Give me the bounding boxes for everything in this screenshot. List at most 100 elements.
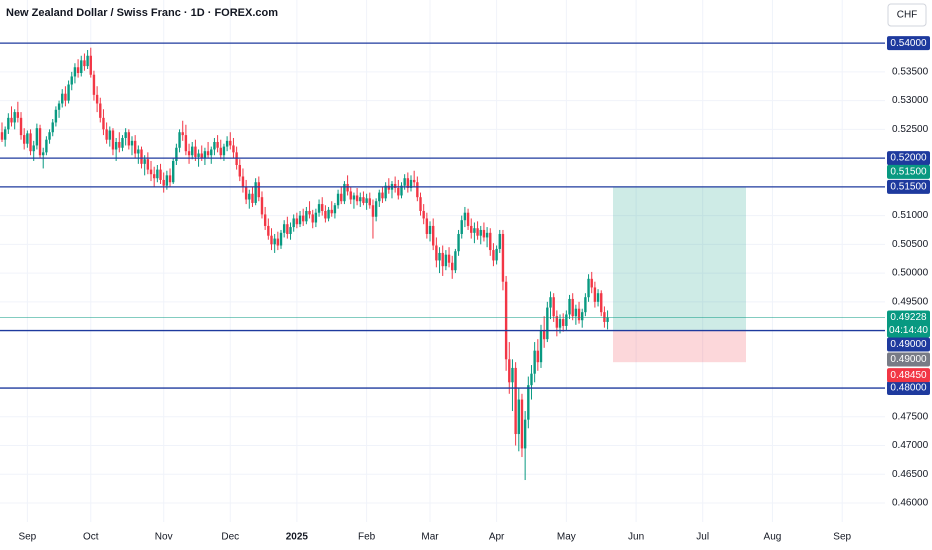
- candle-body: [412, 179, 416, 183]
- candle-body: [419, 197, 422, 211]
- candle-body: [501, 233, 505, 282]
- currency-button[interactable]: [887, 3, 927, 27]
- candle-body: [406, 178, 410, 188]
- candle-body: [229, 140, 232, 146]
- candle-body: [64, 93, 67, 101]
- candle-body: [19, 117, 23, 136]
- candle-body: [508, 359, 511, 383]
- candle-body: [16, 112, 20, 118]
- candle-body: [561, 319, 565, 326]
- candle-body: [80, 60, 83, 74]
- x-tick-label: Feb: [358, 532, 376, 543]
- candle-body: [140, 149, 143, 164]
- candle-body: [67, 84, 70, 101]
- candle-body: [305, 210, 308, 222]
- candle-body: [378, 192, 381, 202]
- candle-body: [523, 419, 527, 449]
- candle-body: [225, 140, 229, 147]
- candle-body: [596, 293, 600, 302]
- candle-body: [451, 262, 454, 271]
- x-tick-label: Jun: [628, 532, 644, 543]
- candle-body: [108, 130, 111, 140]
- candle-body: [279, 232, 283, 246]
- candle-body: [400, 185, 403, 196]
- stop-zone: [613, 330, 746, 363]
- candle-body: [95, 94, 99, 104]
- candle-body: [172, 160, 175, 183]
- y-tick-label: 0.50000: [892, 268, 929, 279]
- candle-body: [590, 278, 593, 288]
- candle-body: [359, 197, 362, 202]
- candle-body: [263, 214, 267, 226]
- candle-body: [248, 193, 251, 200]
- layer: [0, 0, 885, 522]
- candle-body: [511, 367, 514, 383]
- candle-body: [0, 132, 4, 140]
- y-tick-label: 0.47000: [892, 440, 929, 451]
- level-tag-label: 0.49000: [890, 339, 927, 350]
- candle-body: [343, 183, 346, 202]
- x-tick-label: Oct: [83, 532, 99, 543]
- candle-body: [555, 316, 559, 328]
- x-tick-label: Nov: [155, 532, 173, 543]
- candle-body: [3, 129, 7, 140]
- candle-body: [520, 399, 524, 449]
- candle-body: [298, 215, 302, 225]
- candle-body: [558, 319, 562, 328]
- candle-body: [409, 179, 413, 188]
- candle-body: [216, 141, 219, 148]
- candle-body: [514, 367, 517, 435]
- candle-body: [222, 146, 226, 156]
- candle-body: [504, 281, 508, 360]
- candle-body: [200, 153, 203, 159]
- candle-body: [251, 193, 254, 203]
- candle-body: [403, 178, 406, 186]
- candle-body: [149, 169, 153, 175]
- candle-body: [546, 307, 549, 340]
- candle-body: [289, 227, 292, 234]
- candle-body: [495, 248, 498, 261]
- currency-label[interactable]: CHF: [897, 10, 918, 21]
- countdown-label: 04:14:40: [889, 325, 928, 336]
- chart-title: New Zealand Dollar / Swiss Franc · 1D · …: [6, 7, 278, 19]
- candle-body: [355, 195, 359, 202]
- level-tag-label: 0.48000: [890, 383, 927, 394]
- target-tag-label: 0.51500: [890, 166, 927, 177]
- x-tick-label: Apr: [489, 532, 505, 543]
- candle-body: [292, 218, 295, 228]
- candle-body: [38, 128, 42, 156]
- candle-body: [244, 186, 248, 200]
- entry-tag-label: 0.49000: [890, 354, 927, 365]
- candle-body: [470, 225, 473, 233]
- level-tag: [887, 381, 930, 396]
- candle-body: [99, 103, 102, 118]
- candle-body: [152, 174, 156, 179]
- candle-body: [260, 197, 264, 215]
- candle-body: [45, 139, 48, 153]
- level-tag: [887, 179, 930, 194]
- level-tag-label: 0.51500: [890, 181, 927, 192]
- candle-body: [438, 252, 441, 261]
- y-tick-label: 0.50500: [892, 239, 929, 250]
- x-tick-label: Jul: [696, 532, 709, 543]
- candle-body: [302, 215, 305, 222]
- candle-body: [276, 238, 280, 246]
- y-tick-label: 0.51000: [892, 210, 929, 221]
- candle-body: [314, 212, 318, 223]
- candle-body: [584, 297, 587, 313]
- candle-body: [22, 135, 26, 144]
- candle-body: [549, 297, 552, 308]
- candle-body: [286, 224, 289, 234]
- y-tick-label: 0.52500: [892, 124, 929, 135]
- candle-body: [184, 135, 188, 152]
- candle-body: [542, 330, 546, 340]
- candle-body: [73, 67, 77, 77]
- candle-body: [317, 204, 321, 213]
- candle-body: [89, 55, 92, 75]
- candle-body: [333, 205, 337, 214]
- entry-tag: [887, 352, 930, 367]
- level-tag-label: 0.52000: [890, 153, 927, 164]
- candle-body: [238, 164, 241, 177]
- level-tag: [887, 36, 930, 51]
